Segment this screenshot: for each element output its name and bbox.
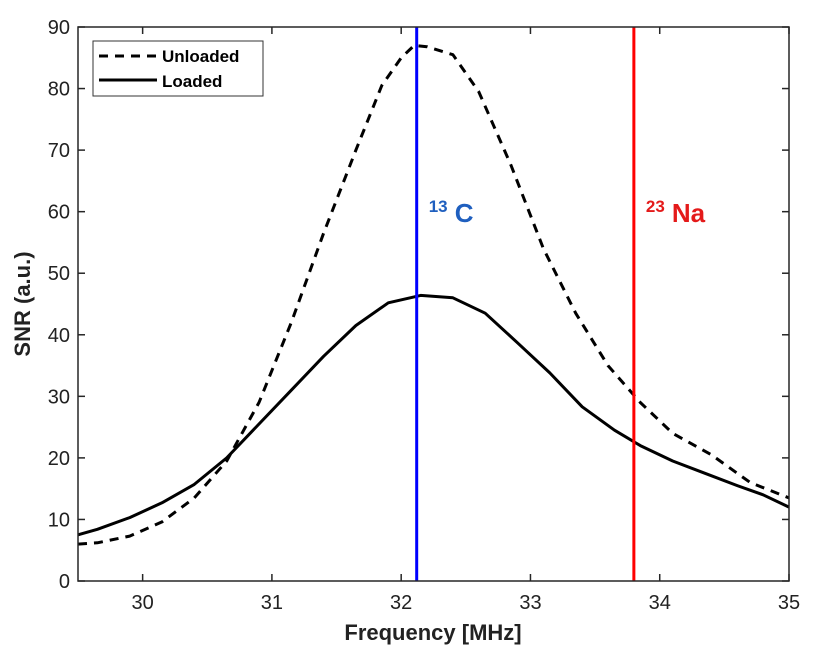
- x-tick-label: 33: [519, 592, 541, 614]
- series-line-loaded: [77, 293, 790, 537]
- y-axis-title: SNR (a.u.): [10, 251, 35, 356]
- y-tick-label: 30: [48, 386, 70, 408]
- x-tick-label: 31: [261, 592, 283, 614]
- series-line-unloaded: [77, 44, 790, 546]
- vertical-lines-group: [415, 27, 636, 581]
- plot-background: [78, 27, 789, 581]
- annotation-na-mass: 23: [646, 197, 665, 216]
- x-tick-label: 30: [132, 592, 154, 614]
- y-tick-label: 50: [48, 263, 70, 285]
- y-tick-label: 70: [48, 140, 70, 162]
- x-tick-label: 35: [778, 592, 800, 614]
- y-tick-label: 40: [48, 325, 70, 347]
- legend-label-unloaded: Unloaded: [162, 47, 239, 66]
- y-tick-label: 0: [59, 571, 70, 593]
- y-tick-label: 10: [48, 509, 70, 531]
- y-tick-label: 90: [48, 17, 70, 39]
- y-tick-label: 60: [48, 202, 70, 224]
- annotation-c-mass: 13: [429, 197, 448, 216]
- plot-frame: [77, 26, 790, 582]
- legend-label-loaded: Loaded: [162, 72, 222, 91]
- legend-box: [92, 40, 264, 97]
- y-tick-label: 20: [48, 448, 70, 470]
- x-tick-label: 34: [649, 592, 671, 614]
- y-tick-label: 80: [48, 79, 70, 101]
- x-axis-title: Frequency [MHz]: [344, 620, 521, 645]
- x-tick-label: 32: [390, 592, 412, 614]
- legend: Unloaded Loaded: [92, 40, 264, 97]
- curves-group: [77, 44, 790, 546]
- ticks-group: 30 31 32 33 34 35 0 10 20 30 40 50 60 70 80 90: [48, 17, 800, 614]
- annotation-c: C: [455, 198, 474, 228]
- annotation-na: Na: [672, 198, 706, 228]
- annotations-group: 13 C 23 Na: [429, 197, 706, 228]
